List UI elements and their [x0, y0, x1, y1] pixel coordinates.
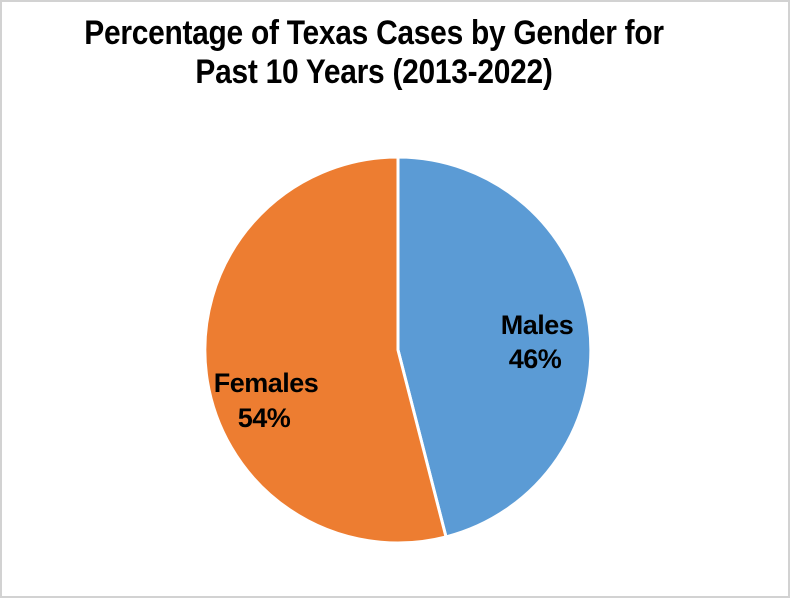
data-label-females-name: Females: [214, 368, 319, 398]
pie-slice-females: [203, 155, 448, 545]
data-label-males: Males 46%: [501, 310, 574, 374]
data-label-females: Females 54%: [214, 368, 319, 433]
data-label-males-name: Males: [501, 310, 574, 340]
data-label-males-percent: 46%: [509, 344, 562, 374]
pie-slice-males: [396, 155, 593, 539]
chart-title-line-2: Past 10 Years (2013-2022): [195, 53, 553, 91]
data-label-females-percent: 54%: [238, 403, 291, 433]
chart-title: Percentage of Texas Cases by Gender for …: [84, 14, 664, 92]
chart-title-line-1: Percentage of Texas Cases by Gender for: [84, 14, 664, 52]
